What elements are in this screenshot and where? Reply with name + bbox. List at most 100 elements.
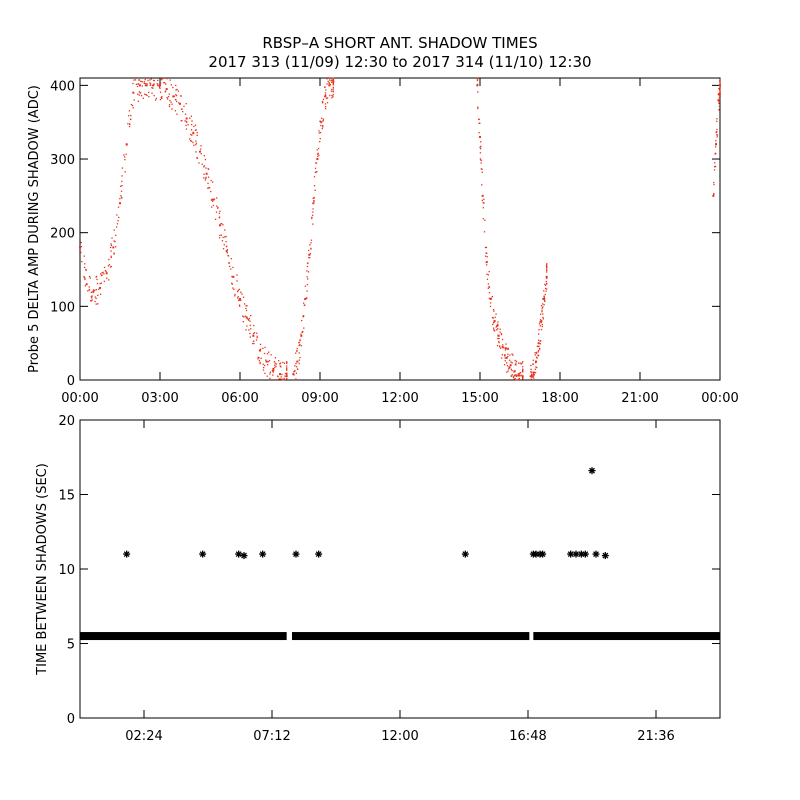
amplitude-point-spread	[514, 374, 516, 376]
amplitude-point-spread	[331, 79, 333, 81]
amplitude-point-spread	[488, 292, 491, 294]
amplitude-point-spread	[159, 98, 162, 101]
amplitude-point-spread	[312, 214, 314, 216]
amplitude-point-spread	[280, 366, 282, 368]
amplitude-point-spread	[286, 361, 288, 363]
amplitude-point-spread	[326, 97, 329, 99]
amplitude-point-spread	[185, 128, 188, 130]
amplitude-point-spread	[328, 82, 330, 84]
amplitude-y-tick-label: 100	[50, 300, 75, 315]
amplitude-point-spread	[241, 293, 243, 295]
amplitude-point-spread	[240, 291, 242, 293]
amplitude-point-spread	[101, 272, 103, 274]
amplitude-point-spread	[317, 147, 320, 150]
amplitude-point-spread	[146, 94, 148, 97]
amplitude-point-spread	[279, 365, 281, 367]
amplitude-point-spread	[715, 131, 717, 133]
amplitude-point-spread	[320, 124, 322, 127]
amplitude-point-spread	[522, 377, 524, 380]
amplitude-point-spread	[102, 271, 104, 273]
amplitude-point	[239, 297, 241, 300]
interval-y-tick-label: 20	[58, 414, 75, 429]
amplitude-point-spread	[130, 103, 133, 106]
amplitude-point-spread	[132, 107, 134, 109]
amplitude-point-spread	[497, 321, 499, 323]
amplitude-point-spread	[157, 84, 159, 87]
amplitude-point-spread	[510, 361, 512, 363]
amplitude-point-spread	[138, 79, 141, 81]
amplitude-point-spread	[201, 163, 203, 165]
amplitude-point-spread	[224, 236, 226, 238]
amplitude-point-spread	[314, 189, 316, 191]
amplitude-point-spread	[180, 95, 182, 97]
amplitude-point-spread	[322, 126, 324, 128]
amplitude-point-spread	[530, 372, 532, 374]
amplitude-point-spread	[488, 270, 490, 273]
amplitude-point-spread	[123, 154, 125, 156]
amplitude-point-spread	[257, 356, 259, 358]
amplitude-point-spread	[94, 289, 96, 292]
amplitude-point-spread	[161, 95, 163, 98]
amplitude-point-spread	[139, 92, 141, 94]
amplitude-point-spread	[713, 169, 716, 171]
amplitude-point-spread	[249, 320, 251, 322]
amplitude-point-spread	[170, 101, 172, 103]
amplitude-point-spread	[511, 369, 513, 372]
amplitude-point-spread	[518, 377, 520, 380]
amplitude-point-spread	[536, 345, 539, 348]
amplitude-point-spread	[519, 372, 521, 374]
amplitude-point-spread	[540, 328, 543, 331]
amplitude-point-spread	[519, 362, 521, 364]
amplitude-point-spread	[713, 183, 715, 186]
amplitude-point-spread	[279, 362, 282, 364]
amplitude-point-spread	[500, 332, 502, 335]
amplitude-point-spread	[718, 88, 720, 90]
amplitude-point-spread	[178, 102, 180, 104]
amplitude-point	[259, 349, 261, 352]
amplitude-point-spread	[231, 275, 233, 278]
amplitude-point-spread	[480, 141, 482, 143]
amplitude-point-spread	[534, 372, 537, 374]
amplitude-point-spread	[177, 90, 180, 92]
amplitude-point-spread	[330, 77, 332, 79]
amplitude-point-spread	[322, 118, 325, 120]
amplitude-point	[509, 364, 512, 367]
amplitude-point-spread	[237, 289, 239, 292]
amplitude-point-spread	[715, 142, 717, 145]
amplitude-point-spread	[243, 303, 246, 305]
amplitude-point-spread	[539, 340, 542, 342]
amplitude-point-spread	[480, 145, 482, 147]
amplitude-point-spread	[156, 83, 159, 85]
amplitude-point-spread	[270, 354, 272, 356]
amplitude-x-tick-label: 09:00	[301, 391, 338, 406]
amplitude-point-spread	[537, 354, 539, 356]
amplitude-point-spread	[253, 342, 255, 345]
amplitude-point-spread	[283, 377, 285, 380]
amplitude-point-spread	[504, 355, 506, 357]
amplitude-point-spread	[310, 242, 312, 244]
amplitude-point-spread	[322, 101, 324, 103]
amplitude-point-spread	[281, 373, 283, 376]
amplitude-point-spread	[515, 364, 517, 366]
amplitude-point-spread	[274, 364, 276, 366]
amplitude-point-spread	[96, 278, 98, 281]
amplitude-point-spread	[191, 123, 193, 126]
amplitude-point-spread	[319, 120, 321, 123]
amplitude-point-spread	[303, 304, 306, 306]
amplitude-point-spread	[325, 89, 327, 91]
amplitude-point-spread	[716, 118, 718, 120]
amplitude-point	[159, 84, 161, 87]
amplitude-point-spread	[504, 349, 507, 351]
interval-y-tick-label: 5	[67, 638, 75, 653]
amplitude-point-spread	[498, 341, 500, 344]
amplitude-point-spread	[543, 304, 545, 306]
amplitude-point-spread	[544, 287, 547, 290]
amplitude-point-spread	[264, 372, 266, 375]
amplitude-point-spread	[502, 344, 504, 346]
amplitude-point-spread	[217, 207, 219, 209]
amplitude-point-spread	[181, 119, 183, 122]
amplitude-point-spread	[492, 323, 494, 326]
amplitude-point-spread	[534, 361, 537, 364]
amplitude-point-spread	[286, 367, 288, 369]
